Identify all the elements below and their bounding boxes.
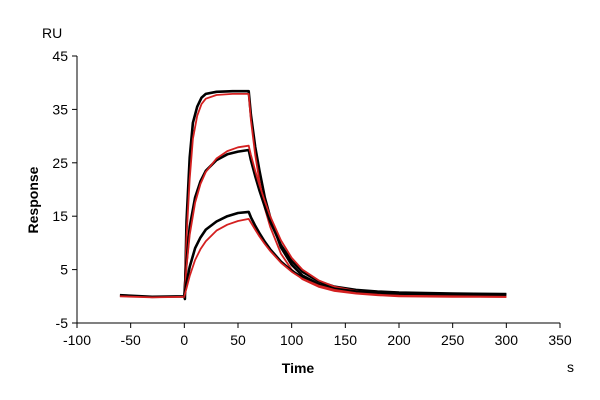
series-line-6 [183, 218, 507, 298]
axes-layer [76, 56, 560, 324]
x-unit-label: s [567, 359, 574, 375]
y-axis-title: Response [25, 166, 41, 233]
series-line-4 [183, 144, 507, 298]
ticks-layer: -100 -50 0 50 100 150 200 250 300 350 -5 5 15 25 35 45 [52, 48, 571, 348]
series-line-2 [119, 93, 507, 299]
series-layer [119, 89, 507, 301]
y-tick-label: 25 [52, 155, 68, 171]
series-line-5 [183, 210, 507, 297]
series-line-3 [183, 148, 507, 297]
x-tick-label: 250 [441, 332, 465, 348]
y-tick-label: -5 [56, 315, 69, 331]
x-tick-label: 200 [387, 332, 411, 348]
x-tick-label: 50 [230, 332, 246, 348]
y-tick-label: 15 [52, 208, 68, 224]
x-tick-label: 150 [334, 332, 358, 348]
x-tick-label: 0 [180, 332, 188, 348]
y-unit-label: RU [42, 25, 62, 41]
series-line-1 [119, 89, 507, 301]
y-tick-label: 45 [52, 48, 68, 64]
x-tick-label: -100 [63, 332, 91, 348]
x-tick-label: -50 [121, 332, 141, 348]
x-tick-label: 300 [495, 332, 519, 348]
x-axis-title: Time [282, 360, 315, 376]
x-tick-label: 350 [548, 332, 572, 348]
y-tick-label: 35 [52, 101, 68, 117]
x-tick-label: 100 [280, 332, 304, 348]
y-tick-label: 5 [60, 262, 68, 278]
